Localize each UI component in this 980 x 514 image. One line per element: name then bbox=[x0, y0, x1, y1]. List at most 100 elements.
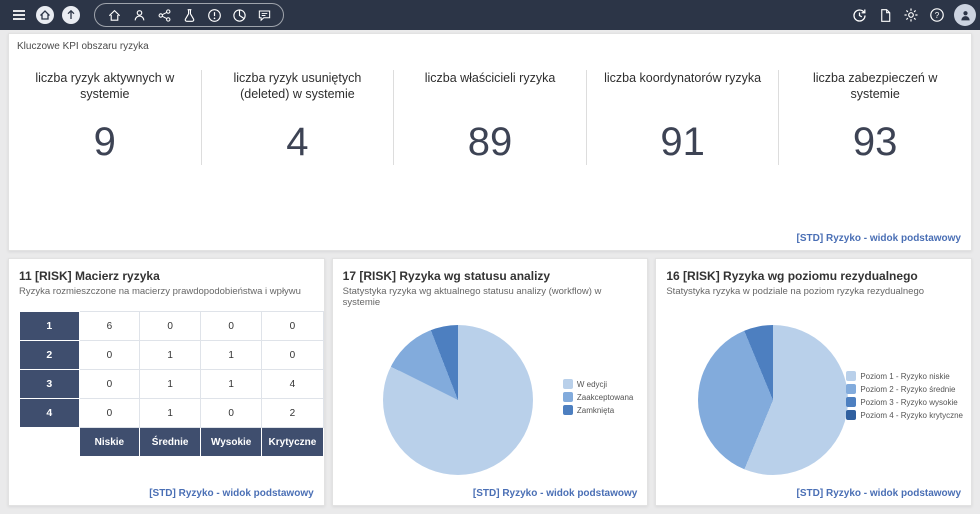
matrix-col-label: Średnie bbox=[139, 427, 202, 457]
legend-swatch bbox=[562, 392, 573, 402]
card-footer-link[interactable]: [STD] Ryzyko - widok podstawowy bbox=[149, 488, 314, 499]
table-row: 4 0 1 0 2 bbox=[19, 398, 324, 428]
upload-button[interactable] bbox=[58, 2, 84, 28]
kpi-panel: Kluczowe KPI obszaru ryzyka liczba ryzyk… bbox=[8, 33, 972, 251]
matrix-cell: 1 bbox=[139, 340, 202, 370]
question-circle-icon: ? bbox=[929, 7, 945, 23]
kpi-value: 9 bbox=[93, 120, 116, 164]
legend-item: W edycji bbox=[562, 379, 633, 389]
document-icon bbox=[878, 8, 893, 23]
card-title: 16 [RISK] Ryzyka wg poziomu rezydualnego bbox=[666, 269, 918, 283]
kpi-risk-coordinators: liczba koordynatorów ryzyka 91 bbox=[585, 70, 779, 165]
matrix-cell: 1 bbox=[200, 369, 263, 399]
matrix-col-label: Wysokie bbox=[200, 427, 263, 457]
user-avatar[interactable] bbox=[950, 2, 976, 28]
matrix-cell: 0 bbox=[200, 311, 263, 341]
legend-label: Poziom 4 - Ryzyko krytyczne bbox=[860, 410, 964, 420]
matrix-cell: 0 bbox=[78, 369, 141, 399]
gear-icon bbox=[903, 7, 919, 23]
kpi-value: 4 bbox=[286, 120, 309, 164]
matrix-cell: 0 bbox=[200, 398, 263, 428]
kpi-label: liczba zabezpieczeń w systemie bbox=[812, 71, 938, 102]
legend-label: Poziom 3 - Ryzyko wysokie bbox=[860, 397, 958, 407]
matrix-cell: 6 bbox=[78, 311, 141, 341]
matrix-col-label: Niskie bbox=[78, 427, 141, 457]
card-footer-link[interactable]: [STD] Ryzyko - widok podstawowy bbox=[472, 488, 638, 499]
matrix-cell: 0 bbox=[261, 311, 324, 341]
toolbar: ? bbox=[0, 0, 980, 30]
matrix-cell: 4 bbox=[261, 369, 324, 399]
legend-item: Poziom 2 - Ryzyko średnie bbox=[846, 384, 963, 394]
nav-user-button[interactable] bbox=[127, 4, 151, 26]
matrix-cell: 1 bbox=[200, 340, 263, 370]
table-row: 1 6 0 0 0 bbox=[19, 311, 324, 341]
legend-label: Zamknięta bbox=[576, 405, 615, 415]
flask-icon bbox=[182, 8, 197, 23]
nav-chat-button[interactable] bbox=[252, 4, 276, 26]
hamburger-icon bbox=[11, 7, 27, 23]
kpi-panel-footer-link[interactable]: [STD] Ryzyko - widok podstawowy bbox=[796, 233, 961, 244]
status-pie-legend: W edycji Zaakceptowana Zamknięta bbox=[562, 379, 634, 415]
matrix-row-label: 4 bbox=[19, 398, 80, 428]
home-icon bbox=[107, 8, 122, 23]
kpi-label: liczba koordynatorów ryzyka bbox=[604, 71, 762, 85]
history-button[interactable] bbox=[846, 2, 872, 28]
legend-swatch bbox=[846, 384, 857, 394]
legend-item: Poziom 4 - Ryzyko krytyczne bbox=[846, 410, 963, 420]
matrix-col-label: Krytyczne bbox=[261, 427, 324, 457]
dashboard-nav-group bbox=[94, 3, 284, 27]
kpi-safeguards: liczba zabezpieczeń w systemie 93 bbox=[778, 70, 971, 165]
widgets-row: 11 [RISK] Macierz ryzyka Ryzyka rozmiesz… bbox=[8, 258, 973, 506]
legend-swatch bbox=[846, 371, 857, 381]
kpi-deleted-risks: liczba ryzyk usuniętych (deleted) w syst… bbox=[200, 70, 394, 165]
pie-chart-icon bbox=[232, 8, 247, 23]
toolbar-left bbox=[6, 2, 284, 28]
matrix-cell: 1 bbox=[139, 398, 202, 428]
legend-swatch bbox=[846, 410, 857, 420]
matrix-row-label: 1 bbox=[19, 311, 80, 341]
nav-pie-chart-button[interactable] bbox=[227, 4, 251, 26]
document-button[interactable] bbox=[872, 2, 898, 28]
menu-button[interactable] bbox=[6, 2, 32, 28]
legend-label: Zaakceptowana bbox=[576, 392, 634, 402]
card-title: 17 [RISK] Ryzyka wg statusu analizy bbox=[342, 269, 551, 283]
home-circle-icon bbox=[35, 5, 55, 25]
nav-flask-button[interactable] bbox=[177, 4, 201, 26]
home-button[interactable] bbox=[32, 2, 58, 28]
matrix-cell: 0 bbox=[139, 311, 202, 341]
status-pie-card: 17 [RISK] Ryzyka wg statusu analizy Stat… bbox=[331, 258, 649, 506]
legend-item: Zaakceptowana bbox=[562, 392, 634, 402]
table-row: 2 0 1 1 0 bbox=[19, 340, 324, 370]
exclamation-circle-icon bbox=[207, 8, 222, 23]
legend-swatch bbox=[846, 397, 857, 407]
card-footer-link[interactable]: [STD] Ryzyko - widok podstawowy bbox=[796, 488, 962, 499]
card-subtitle: Ryzyka rozmieszczone na macierzy prawdop… bbox=[19, 286, 301, 297]
matrix-cell: 1 bbox=[139, 369, 202, 399]
kpi-value: 89 bbox=[467, 120, 513, 164]
matrix-cell: 0 bbox=[78, 398, 141, 428]
settings-button[interactable] bbox=[898, 2, 924, 28]
residual-pie-chart bbox=[698, 325, 849, 475]
nav-share-button[interactable] bbox=[152, 4, 176, 26]
status-pie-chart bbox=[382, 325, 533, 475]
legend-label: Poziom 2 - Ryzyko średnie bbox=[860, 384, 956, 394]
nav-home-button[interactable] bbox=[102, 4, 126, 26]
residual-pie-legend: Poziom 1 - Ryzyko niskie Poziom 2 - Ryzy… bbox=[846, 371, 963, 420]
share-icon bbox=[157, 8, 172, 23]
toolbar-right: ? bbox=[846, 2, 976, 28]
kpi-value: 93 bbox=[852, 120, 898, 164]
avatar-icon bbox=[954, 4, 976, 26]
kpi-panel-caption: Kluczowe KPI obszaru ryzyka bbox=[17, 41, 149, 52]
legend-label: W edycji bbox=[576, 379, 608, 389]
kpi-label: liczba właścicieli ryzyka bbox=[424, 71, 556, 85]
matrix-cell: 2 bbox=[261, 398, 324, 428]
legend-label: Poziom 1 - Ryzyko niskie bbox=[860, 371, 950, 381]
residual-pie-card: 16 [RISK] Ryzyka wg poziomu rezydualnego… bbox=[655, 258, 973, 506]
help-button[interactable]: ? bbox=[924, 2, 950, 28]
table-row: Niskie Średnie Wysokie Krytyczne bbox=[20, 427, 324, 457]
chat-icon bbox=[257, 8, 272, 23]
nav-alert-button[interactable] bbox=[202, 4, 226, 26]
legend-item: Zamknięta bbox=[562, 405, 633, 415]
card-title: 11 [RISK] Macierz ryzyka bbox=[19, 269, 160, 283]
matrix-cell: 0 bbox=[261, 340, 324, 370]
